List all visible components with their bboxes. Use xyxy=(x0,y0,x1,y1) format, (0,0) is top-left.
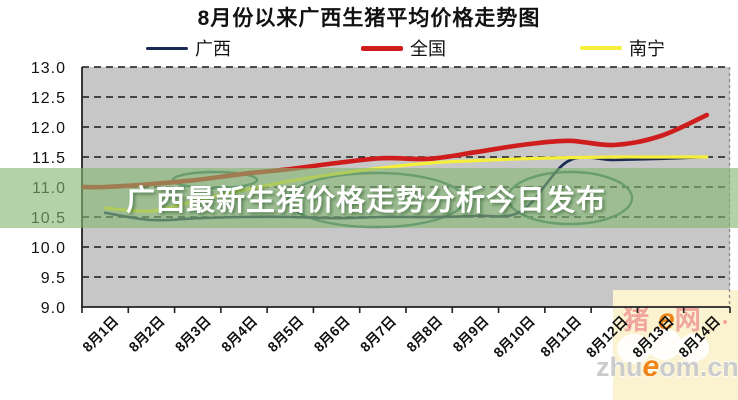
x-axis-date-label: 8月10日 xyxy=(490,313,538,361)
watermark-url: zhueom.cn xyxy=(596,350,738,383)
watermark-e-logo: e xyxy=(658,303,675,336)
legend-item-guangxi: 广西 xyxy=(146,38,231,59)
y-axis-label: 9.5 xyxy=(41,270,66,287)
x-axis-date-label: 8月13日 xyxy=(629,313,677,361)
x-axis-date-label: 8月9日 xyxy=(449,313,491,355)
cloud-shape xyxy=(647,328,681,360)
x-axis-date-label: 8月6日 xyxy=(311,313,353,355)
chart-title: 8月份以来广西生猪平均价格走势图 xyxy=(197,7,541,30)
legend-label-nanning: 南宁 xyxy=(629,39,665,59)
x-axis-date-label: 8月1日 xyxy=(79,313,121,355)
y-axis-label: 10.0 xyxy=(31,240,66,257)
x-axis-date-label: 8月11日 xyxy=(537,313,584,360)
nanning-line-swatch xyxy=(580,46,622,50)
x-axis-date-label: 8月4日 xyxy=(218,313,260,355)
quanguo-line-swatch xyxy=(361,45,403,51)
guangxi-line-swatch xyxy=(146,46,188,50)
cloud-shape xyxy=(677,334,709,362)
x-axis-date-label: 8月7日 xyxy=(357,313,399,355)
y-axis-label: 12.5 xyxy=(31,90,66,107)
y-axis-label: 13.0 xyxy=(31,60,66,77)
x-axis-date-label: 8月12日 xyxy=(583,313,631,361)
y-axis-label: 9.0 xyxy=(41,300,66,317)
y-axis-label: 11.5 xyxy=(32,150,66,167)
legend-label-guangxi: 广西 xyxy=(195,39,231,59)
promo-banner: 广西最新生猪价格走势分析今日发布 xyxy=(0,168,738,228)
watermark-e-logo: e xyxy=(642,350,660,383)
promo-banner-text: 广西最新生猪价格走势分析今日发布 xyxy=(126,185,607,217)
y-axis-label: 12.0 xyxy=(31,120,66,137)
cloud-shape xyxy=(617,334,651,364)
x-axis-date-label: 8月14日 xyxy=(675,313,723,361)
x-axis-date-label: 8月3日 xyxy=(172,313,214,355)
x-axis-date-label: 8月5日 xyxy=(264,313,306,355)
legend-item-quanguo: 全国 xyxy=(361,38,446,59)
legend-label-quanguo: 全国 xyxy=(410,39,446,59)
watermark-site-name: 猪e网 xyxy=(623,303,710,336)
legend-item-nanning: 南宁 xyxy=(580,38,665,59)
x-axis-date-label: 8月2日 xyxy=(125,313,167,355)
x-axis-date-label: 8月8日 xyxy=(403,313,445,355)
